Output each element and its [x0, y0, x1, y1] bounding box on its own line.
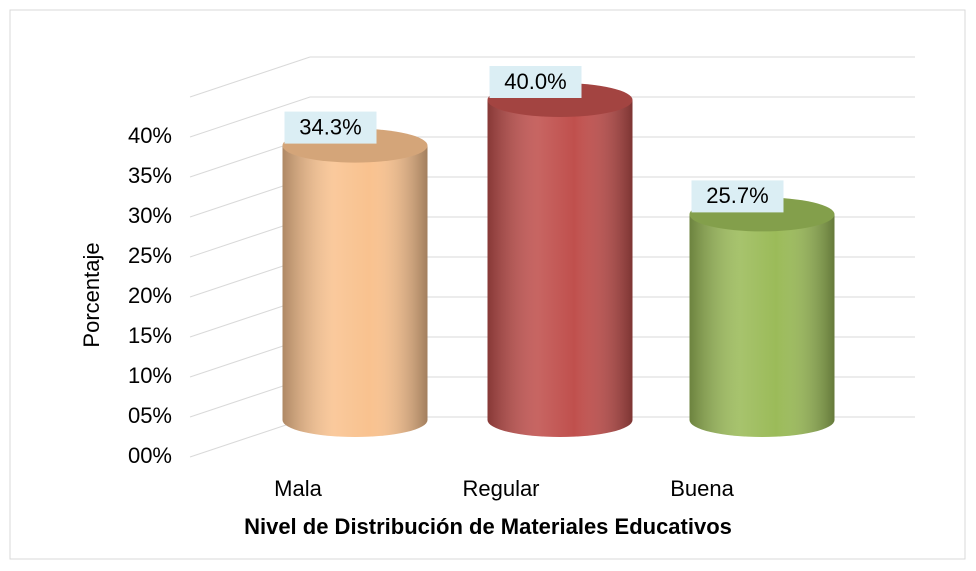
x-tick-label: Regular [462, 476, 539, 501]
bar-shade [282, 145, 428, 437]
value-label-box [489, 66, 582, 98]
bar-shade [487, 100, 633, 437]
value-label: 40.0% [504, 69, 566, 94]
value-label-box [691, 180, 784, 213]
y-tick-label: 40% [128, 123, 172, 148]
y-tick-label: 05% [128, 403, 172, 428]
x-tick-label: Buena [670, 476, 734, 501]
y-tick-label: 30% [128, 203, 172, 228]
grid-line [189, 96, 915, 138]
y-tick-label: 35% [128, 163, 172, 188]
y-tick-label: 00% [128, 443, 172, 468]
y-axis-label: Porcentaje [79, 242, 104, 347]
wall-edge [189, 56, 311, 98]
value-label-box [284, 111, 377, 144]
bar-shade [689, 214, 835, 437]
value-label: 25.7% [706, 183, 768, 208]
y-tick-label: 20% [128, 283, 172, 308]
y-tick-label: 25% [128, 243, 172, 268]
x-axis-label: Nivel de Distribución de Materiales Educ… [244, 514, 732, 539]
value-label: 34.3% [299, 114, 361, 139]
y-tick-label: 10% [128, 363, 172, 388]
y-tick-label: 15% [128, 323, 172, 348]
x-tick-label: Mala [274, 476, 322, 501]
